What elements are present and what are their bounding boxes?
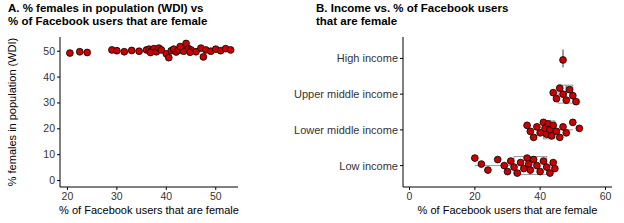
y-tick [57, 128, 60, 129]
box-point [530, 134, 537, 141]
y-tick-label: 40 [43, 71, 55, 83]
x-tick-label: 60 [600, 190, 612, 202]
x-tick-label: 20 [62, 190, 74, 202]
x-tick-label: 40 [160, 190, 172, 202]
points [66, 40, 233, 61]
y-tick-label: 20 [43, 122, 55, 134]
y-tick [400, 129, 403, 130]
box-point [563, 97, 570, 104]
box-point [514, 170, 521, 177]
y-tick [57, 154, 60, 155]
y-tick-label: 50 [43, 45, 55, 57]
scatter-point [121, 48, 128, 55]
scatter-point [136, 48, 143, 55]
box-point [576, 125, 583, 132]
chart-svg: A. % females in population (WDI) vs% of … [0, 0, 624, 223]
y-tick [400, 58, 403, 59]
x-axis-line [403, 187, 612, 188]
y-tick [57, 51, 60, 52]
category-label: Upper middle income [294, 88, 398, 100]
scatter-point [200, 54, 207, 61]
y-axis-label: % females in population (WDI) [6, 38, 18, 187]
box-point [485, 167, 492, 174]
box-point [527, 167, 534, 174]
y-axis-line [60, 37, 61, 187]
scatter-point [227, 47, 234, 54]
category-label: Lower middle income [294, 124, 398, 136]
y-tick [400, 165, 403, 166]
x-tick-label: 30 [111, 190, 123, 202]
chart-root: A. % females in population (WDI) vs% of … [0, 0, 624, 223]
x-axis-label: % of Facebook users that are female [59, 204, 239, 216]
y-tick [57, 102, 60, 103]
box-point [553, 95, 560, 102]
title-line: A. % females in population (WDI) vs [8, 2, 204, 14]
marks [471, 49, 582, 176]
scatter-point [165, 54, 172, 61]
y-tick-label: 10 [43, 148, 55, 160]
category-label: Low income [339, 160, 398, 172]
x-tick-label: 40 [534, 190, 546, 202]
box-point [569, 119, 576, 126]
box-point [471, 155, 478, 162]
y-tick [57, 77, 60, 78]
box-point [556, 134, 563, 141]
scatter-point [76, 48, 83, 55]
scatter-point [113, 47, 120, 54]
title-line: B. Income vs. % of Facebook users [316, 2, 508, 14]
y-tick [57, 180, 60, 181]
title-line: % of Facebook users that are female [8, 15, 207, 27]
panel-b: B. Income vs. % of Facebook usersthat ar… [294, 2, 612, 216]
y-tick [400, 94, 403, 95]
box-point [537, 168, 544, 175]
y-tick-label: 0 [49, 174, 55, 186]
scatter-point [187, 49, 194, 56]
chart-title: B. Income vs. % of Facebook usersthat ar… [316, 2, 508, 27]
title-line: that are female [316, 15, 397, 27]
box-point [573, 98, 580, 105]
box-point [478, 161, 485, 168]
box-point [560, 57, 567, 64]
x-tick-label: 20 [469, 190, 481, 202]
scatter-point [84, 49, 91, 56]
scatter-point [66, 50, 73, 57]
panel-a: A. % females in population (WDI) vs% of … [6, 2, 239, 216]
scatter-point [177, 43, 184, 50]
background [0, 0, 624, 223]
x-tick-label: 50 [210, 190, 222, 202]
y-tick-label: 30 [43, 96, 55, 108]
box-point [563, 129, 570, 136]
category-label: High income [337, 52, 398, 64]
box-point [504, 168, 511, 175]
x-axis-label: % of Facebook users that are female [418, 204, 598, 216]
y-axis-line [403, 37, 404, 187]
box-point [551, 165, 558, 172]
scatter-point [128, 47, 135, 54]
box-point [494, 156, 501, 163]
x-tick-label: 0 [407, 190, 413, 202]
scatter-point [147, 49, 154, 56]
chart-title: A. % females in population (WDI) vs% of … [8, 2, 207, 27]
x-axis-line [60, 187, 238, 188]
